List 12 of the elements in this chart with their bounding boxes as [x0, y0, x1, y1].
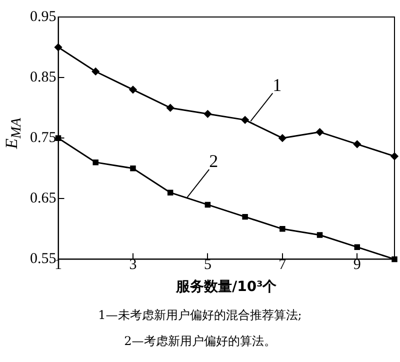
x-tick-label: 1 — [54, 257, 62, 274]
x-axis-title: 服务数量/10³个 — [175, 279, 278, 296]
text: 1—未考虑新用户偏好的混合推荐算法; — [97, 307, 303, 324]
y-tick-label: 0.95 — [30, 8, 56, 25]
annotation: 1 — [272, 74, 282, 95]
annotation: 2 — [209, 151, 218, 172]
y-tick-label: 0.85 — [30, 69, 56, 86]
y-tick-label: 0.55 — [30, 251, 56, 268]
text: 2—考虑新用户偏好的算法。 — [123, 333, 277, 350]
y-tick-label: 0.65 — [30, 190, 56, 207]
y-tick-label: 0.75 — [30, 130, 56, 146]
x-tick-label: 9 — [353, 257, 361, 274]
